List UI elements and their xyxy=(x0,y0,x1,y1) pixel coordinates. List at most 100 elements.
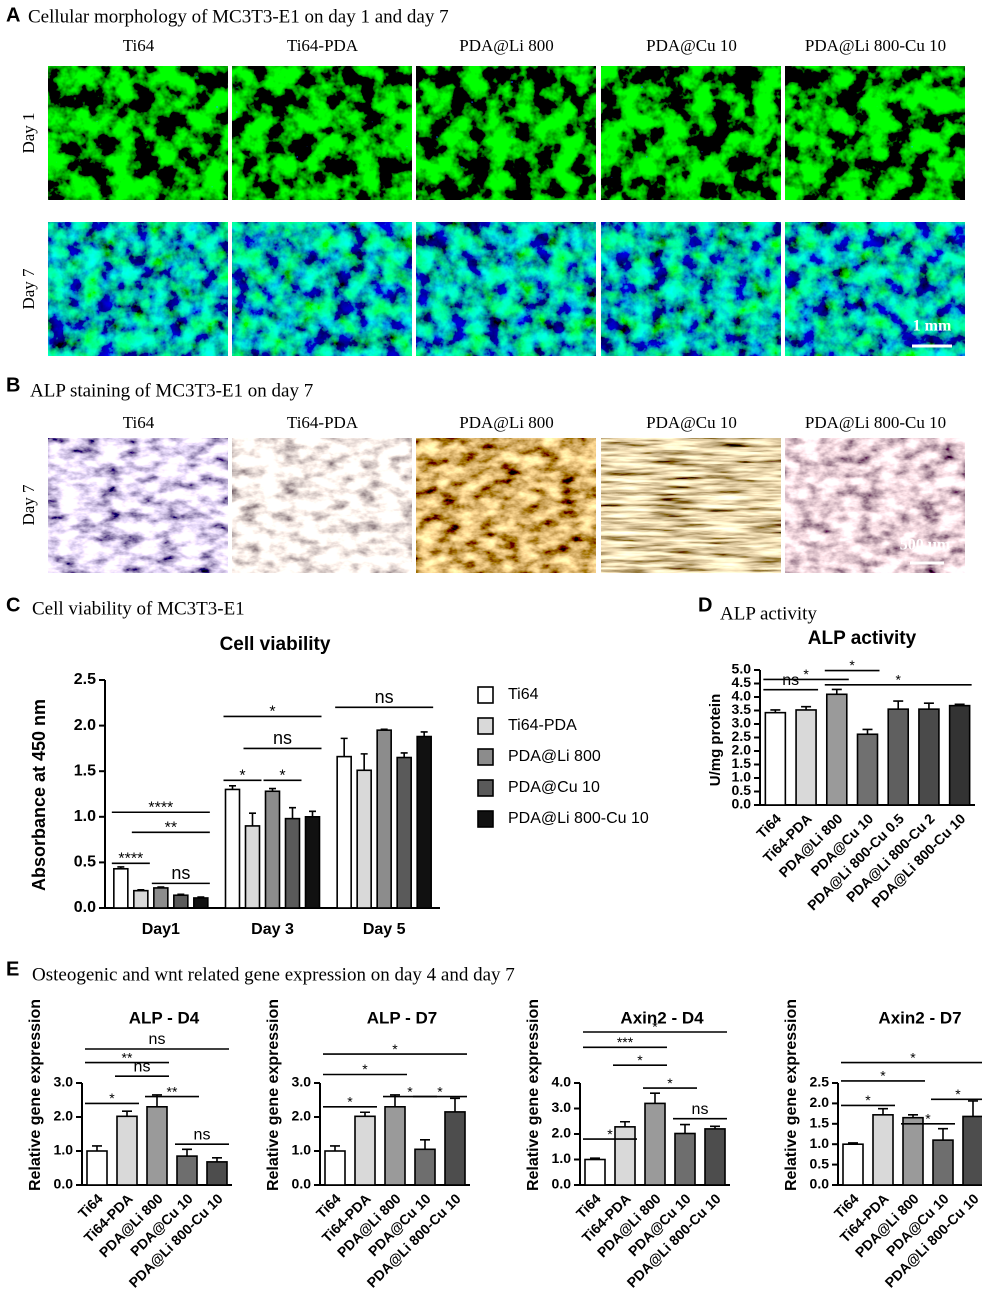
legend-label: PDA@Cu 10 xyxy=(508,779,600,796)
bar xyxy=(376,729,392,909)
micrograph xyxy=(416,66,596,200)
error-bar xyxy=(450,1097,460,1112)
x-tick-label: Day 3 xyxy=(251,921,294,938)
scale-bar-label: 1 mm xyxy=(913,318,952,335)
y-tick-label: 1.5 xyxy=(810,1115,830,1131)
y-tick-label: 0.5 xyxy=(74,854,96,871)
y-axis-label: Relative gene expression xyxy=(265,999,282,1191)
micrograph xyxy=(785,222,965,356)
chart-title: Axin2 - D7 xyxy=(878,1008,961,1027)
legend-label: PDA@Li 800 xyxy=(508,748,601,765)
column-label: PDA@Li 800 xyxy=(459,36,554,55)
bar xyxy=(795,709,817,806)
error-bar xyxy=(848,1142,858,1145)
y-tick-label: 1.0 xyxy=(732,769,752,785)
significance-label: * xyxy=(269,704,275,721)
legend-swatch xyxy=(477,748,494,766)
bar xyxy=(584,1158,606,1186)
y-axis-label: Relative gene expression xyxy=(525,999,542,1191)
significance-label: * xyxy=(910,1049,916,1065)
bar xyxy=(146,1106,168,1186)
significance-label: * xyxy=(347,1094,353,1110)
significance-label: * xyxy=(849,657,855,673)
y-tick-label: 3.0 xyxy=(292,1074,312,1090)
alp-stain-image xyxy=(785,438,965,573)
legend-swatch xyxy=(477,810,494,828)
x-tick-label: Day1 xyxy=(142,921,180,938)
bar xyxy=(842,1143,864,1186)
panel-title: Cellular morphology of MC3T3-E1 on day 1… xyxy=(28,6,449,27)
y-tick-label: 0.0 xyxy=(552,1176,572,1192)
error-bar xyxy=(182,1148,192,1157)
panel-title: ALP staining of MC3T3-E1 on day 7 xyxy=(30,380,313,401)
bar xyxy=(244,825,261,909)
bar xyxy=(193,897,209,909)
error-bar xyxy=(650,1092,660,1104)
error-bar xyxy=(954,703,965,706)
y-tick-label: 0.0 xyxy=(54,1176,74,1192)
bar xyxy=(113,867,129,909)
bar xyxy=(887,708,910,806)
significance-label: * xyxy=(925,1111,931,1127)
y-tick-label: 3.0 xyxy=(54,1074,74,1090)
error-bar xyxy=(177,893,185,896)
significance-label: **** xyxy=(118,851,143,868)
y-tick-label: 0.0 xyxy=(292,1176,312,1192)
significance-label: * xyxy=(362,1061,368,1077)
y-tick-label: 2.0 xyxy=(552,1125,572,1141)
y-tick-label: 2.0 xyxy=(74,717,96,734)
chart-title: ALP - D7 xyxy=(367,1008,438,1027)
bar xyxy=(444,1111,466,1186)
micrograph xyxy=(48,222,228,356)
column-label: PDA@Cu 10 xyxy=(646,413,737,432)
panel-letter: D xyxy=(698,594,712,616)
legend-swatch xyxy=(477,779,494,797)
panel-letter: A xyxy=(6,4,20,26)
column-label: PDA@Li 800-Cu 10 xyxy=(805,413,946,432)
y-tick-label: 2.5 xyxy=(74,671,96,688)
bar xyxy=(153,887,169,909)
bar xyxy=(206,1161,228,1186)
micrograph xyxy=(48,66,228,200)
y-tick-label: 4.5 xyxy=(732,674,752,690)
chart-title: ALP - D4 xyxy=(129,1008,200,1027)
column-label: PDA@Li 800-Cu 10 xyxy=(805,36,946,55)
error-bar xyxy=(420,731,428,737)
y-tick-label: 0.0 xyxy=(732,796,752,812)
legend-label: Ti64 xyxy=(508,686,539,703)
error-bar xyxy=(923,702,934,710)
error-bar xyxy=(862,728,873,735)
error-bar xyxy=(893,700,904,710)
bar xyxy=(918,708,940,806)
bar xyxy=(284,817,301,909)
error-bar xyxy=(92,1145,102,1151)
bar xyxy=(176,1155,198,1186)
bar xyxy=(704,1128,726,1186)
y-tick-label: 1.0 xyxy=(810,1135,830,1151)
y-axis-label: Relative gene expression xyxy=(783,999,800,1191)
bar xyxy=(224,788,241,909)
panel-title: Cell viability of MC3T3-E1 xyxy=(32,598,245,619)
significance-label: * xyxy=(239,768,245,785)
error-bar xyxy=(400,752,408,758)
y-tick-label: 3.5 xyxy=(732,701,752,717)
scale-bar-label: 500 μm xyxy=(900,537,951,554)
error-bar xyxy=(137,888,145,891)
column-label: Ti64-PDA xyxy=(287,413,359,432)
y-tick-label: 0.0 xyxy=(810,1176,830,1192)
error-bar xyxy=(710,1125,720,1129)
bar xyxy=(764,711,787,806)
error-bar xyxy=(360,753,368,771)
significance-label: * xyxy=(279,768,285,785)
error-bar xyxy=(680,1123,690,1134)
y-axis-label: Relative gene expression xyxy=(27,999,44,1191)
bar xyxy=(856,733,879,806)
y-tick-label: 2.5 xyxy=(732,728,752,744)
y-axis-label: U/mg protein xyxy=(707,694,724,787)
error-bar xyxy=(122,1110,132,1117)
y-tick-label: 4.0 xyxy=(552,1074,572,1090)
bar xyxy=(825,693,848,806)
bar xyxy=(354,1115,376,1186)
error-bar xyxy=(269,787,276,792)
